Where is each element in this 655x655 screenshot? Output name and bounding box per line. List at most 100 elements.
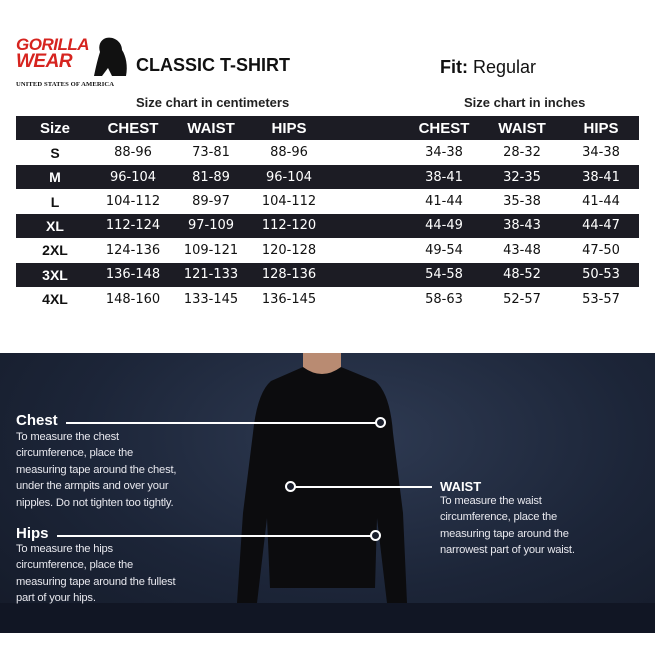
inch-cell: 49-54 (425, 242, 463, 258)
desc-line: circumference, place the (16, 447, 134, 460)
waist-label: WAIST (440, 479, 482, 494)
table-row: XL 112-124 97-109 112-120 44-49 38-43 44-47 (16, 213, 639, 239)
cm-cell: 97-109 (187, 218, 235, 234)
inch-cell: 54-58 (425, 267, 463, 283)
chest-label: Chest (16, 412, 58, 429)
cm-cell: 112-120 (261, 218, 317, 234)
cm-cell: 109-121 (183, 242, 239, 258)
chest-marker-icon (375, 417, 386, 428)
hips-label: Hips (16, 525, 49, 542)
table-row: L 104-112 89-97 104-112 41-44 35-38 41-44 (16, 189, 639, 213)
desc-line: To measure the chest (16, 431, 119, 443)
fit-label: Fit: (440, 57, 468, 77)
cm-cell: 96-104 (109, 169, 157, 185)
hips-line (57, 535, 371, 537)
waist-line (295, 486, 432, 488)
size-cell: S (50, 144, 60, 161)
cm-cell: 88-96 (270, 145, 308, 161)
desc-line: measuring tape around the chest, (16, 463, 177, 476)
size-cell: XL (46, 217, 64, 234)
gorilla-icon (94, 37, 127, 76)
cm-cell: 136-148 (105, 267, 161, 283)
logo-line2: WEAR (16, 51, 73, 72)
fit-value: Regular (473, 57, 537, 77)
cm-cell: 104-112 (261, 194, 317, 210)
table-header: Size CHEST WAIST HIPS CHEST WAIST HIPS (16, 116, 639, 141)
cm-cell: 121-133 (183, 267, 239, 283)
cm-cell: 124-136 (105, 242, 161, 258)
inch-cell: 43-48 (503, 242, 541, 258)
desc-line: measuring tape around the (440, 527, 569, 540)
hips-marker-icon (370, 530, 381, 541)
inch-cell: HIPS (583, 119, 619, 137)
cm-cell: 73-81 (192, 145, 230, 161)
size-cell: M (49, 169, 61, 186)
logo-line1: GORILLA (16, 35, 90, 54)
size-cell: 2XL (42, 242, 68, 259)
inch-cell: 38-41 (425, 169, 463, 185)
table-row: 3XL 136-148 121-133 128-136 54-58 48-52 50-53 (16, 262, 639, 288)
cm-cell: 120-128 (261, 242, 317, 258)
inch-cell: 41-44 (425, 194, 463, 210)
inch-cell: 50-53 (582, 267, 620, 283)
desc-line: nipples. Do not tighten too tightly. (16, 496, 174, 509)
cm-cell: 128-136 (261, 267, 317, 283)
inch-cell: 48-52 (503, 267, 541, 283)
size-cell: 4XL (42, 291, 68, 308)
cm-cell: 81-89 (192, 169, 230, 185)
chest-description: To measure the chest circumference, place… (16, 429, 176, 511)
inch-cell: 34-38 (425, 145, 463, 161)
inch-cell: 52-57 (503, 291, 541, 307)
inch-cell: 35-38 (503, 194, 541, 210)
size-cell: Size (39, 119, 70, 137)
size-cell: L (50, 193, 60, 210)
product-title: CLASSIC T-SHIRT (136, 55, 291, 75)
cm-cell: WAIST (187, 119, 235, 137)
size-cell: 3XL (42, 266, 68, 283)
desc-line: measuring tape around the fullest (16, 575, 176, 588)
inch-cell: CHEST (418, 119, 470, 137)
cm-caption: Size chart in centimeters (136, 95, 290, 110)
inch-cell: 34-38 (582, 145, 620, 161)
inch-cell: 41-44 (582, 194, 620, 210)
brand-logo: GORILLA WEAR UNITED STATES OF AMERICA (16, 36, 128, 92)
table-row: 2XL 124-136 109-121 120-128 49-54 43-48 47-50 (16, 238, 639, 262)
cm-cell: HIPS (271, 119, 307, 137)
cm-cell: 133-145 (183, 291, 239, 307)
cm-cell: 136-145 (261, 291, 317, 307)
inches-caption: Size chart in inches (464, 95, 586, 110)
desc-line: part of your hips. (16, 592, 96, 605)
inch-cell: 38-41 (582, 169, 620, 185)
logo-tagline: UNITED STATES OF AMERICA (16, 81, 115, 88)
cm-cell: 148-160 (105, 291, 161, 307)
cm-cell: 88-96 (114, 145, 152, 161)
inch-cell: 44-47 (582, 218, 620, 234)
cm-cell: CHEST (107, 119, 159, 137)
inch-cell: 28-32 (503, 145, 541, 161)
table-row: S 88-96 73-81 88-96 34-38 28-32 34-38 (16, 140, 639, 164)
hips-description: To measure the hips circumference, place … (16, 541, 176, 607)
inch-cell: 32-35 (503, 169, 541, 185)
table-row: 4XL 148-160 133-145 136-145 58-63 52-57 53-57 (16, 287, 639, 311)
model-figure (237, 353, 407, 603)
desc-line: circumference, place the (440, 511, 558, 524)
cm-cell: 112-124 (105, 218, 161, 234)
desc-line: narrowest part of your waist. (440, 544, 575, 557)
fit-info: Fit: Regular (440, 57, 536, 78)
inch-cell: 44-49 (425, 218, 463, 234)
desc-line: To measure the waist (440, 495, 542, 507)
measurement-guide (0, 353, 655, 633)
footer-band (0, 603, 655, 633)
desc-line: under the armpits and over your (16, 480, 169, 493)
chest-line (66, 422, 376, 424)
cm-cell: 89-97 (192, 194, 230, 210)
table-row: M 96-104 81-89 96-104 38-41 32-35 38-41 (16, 164, 639, 190)
inch-cell: WAIST (498, 119, 546, 137)
inch-cell: 53-57 (582, 291, 620, 307)
inch-cell: 47-50 (582, 242, 620, 258)
waist-description: To measure the waist circumference, place… (440, 493, 575, 559)
cm-cell: 96-104 (265, 169, 313, 185)
inch-cell: 58-63 (425, 291, 463, 307)
inch-cell: 38-43 (503, 218, 541, 234)
desc-line: To measure the hips (16, 543, 113, 555)
